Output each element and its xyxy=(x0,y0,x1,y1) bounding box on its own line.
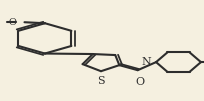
Text: S: S xyxy=(97,76,105,86)
Text: O: O xyxy=(135,77,144,87)
Text: O: O xyxy=(8,18,16,27)
Text: N: N xyxy=(141,57,151,67)
